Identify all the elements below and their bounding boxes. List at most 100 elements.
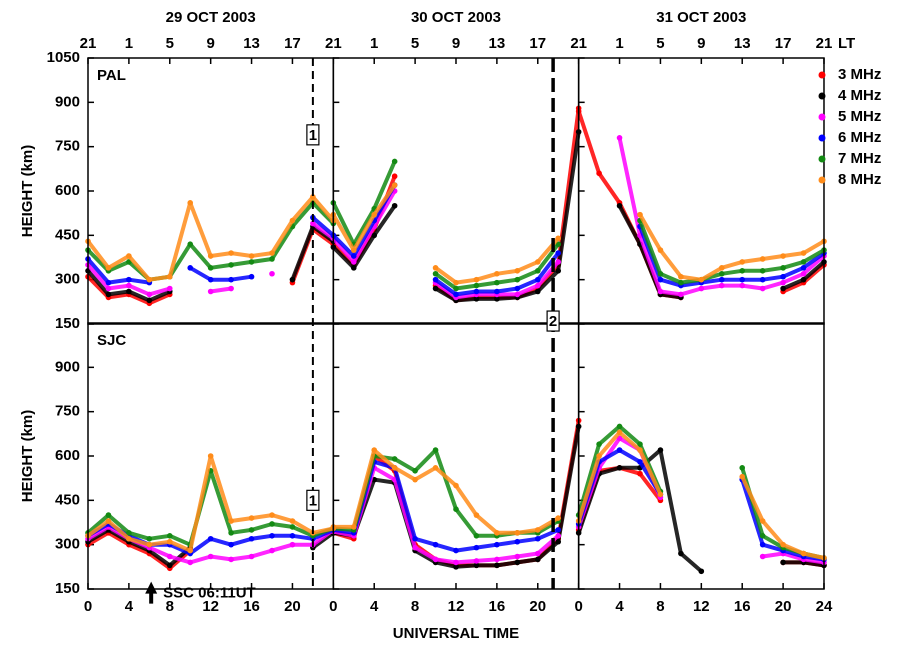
lt-tick-label: 21 [325,35,342,52]
lt-tick-label: 9 [452,35,460,52]
data-point [391,456,398,462]
data-point [657,288,664,295]
data-point [187,265,194,271]
data-point [289,276,296,283]
y-axis-label: HEIGHT (km) [19,410,36,503]
data-point [289,541,296,548]
data-point [534,288,541,295]
data-point [289,217,296,224]
data-point [228,518,234,524]
data-point [555,538,562,545]
data-point [534,259,541,265]
data-point [269,547,275,554]
data-point [780,285,786,292]
legend-label: 6 MHz [838,129,881,146]
data-point [698,285,705,292]
lt-tick-label: 13 [243,35,260,52]
data-point [657,276,664,283]
data-point [146,541,153,548]
annotation-label: 1 [309,492,317,509]
data-point [596,170,602,177]
data-point [391,182,398,188]
y-tick-label: 900 [55,93,80,110]
data-point [739,282,746,289]
data-point [146,535,153,542]
data-point [800,270,807,277]
data-point [555,533,562,539]
data-point [494,541,500,548]
x-tick-label: 4 [615,598,624,615]
date-label: 29 OCT 2003 [166,9,256,26]
data-point [473,276,480,283]
data-point [166,553,173,560]
series-trace [86,527,336,568]
x-tick-label: 16 [734,598,751,615]
data-point [473,533,480,539]
data-point [105,512,112,518]
data-point [637,211,643,218]
annotation-arrow [145,581,158,604]
series-trace [576,109,826,300]
data-point [800,259,807,265]
panel-frame [87,57,335,325]
data-point [187,200,194,206]
data-point [678,273,684,280]
data-point [800,550,807,557]
data-point [432,276,439,283]
data-point [759,256,766,262]
y-tick-label: 300 [55,536,80,553]
data-point [718,270,725,277]
data-point [739,473,746,480]
x-tick-label: 12 [693,598,710,615]
data-point [678,550,684,557]
data-point [289,518,296,524]
series-trace [638,224,826,288]
data-point [616,447,623,453]
data-point [310,194,316,200]
data-point [432,270,439,277]
y-tick-label: 150 [55,315,80,332]
data-point [453,279,459,286]
series-trace [576,436,826,565]
data-point [473,296,480,302]
lt-tick-label: 1 [370,35,378,52]
data-point [453,564,459,570]
data-point [616,202,623,209]
y-tick-label: 600 [55,447,80,464]
data-point [718,282,725,289]
lt-tick-label: 17 [775,35,792,52]
legend-label: 3 MHz [838,66,881,83]
y-tick-label: 750 [55,138,80,155]
data-point [248,273,255,280]
lt-tick-label: 5 [656,35,664,52]
data-point [514,291,521,298]
data-point [596,453,602,459]
x-tick-label: 8 [656,598,664,615]
data-point [289,524,296,530]
lt-tick-label: 1 [615,35,623,52]
data-point [718,265,725,271]
x-tick-label: 16 [243,598,260,615]
y-tick-label: 450 [55,226,80,243]
data-point [166,273,173,280]
series-trace [638,212,826,282]
data-point [494,288,500,295]
data-point [350,524,357,530]
lt-tick-label: 13 [734,35,751,52]
series-trace [86,215,336,285]
data-point [453,506,459,512]
data-point [228,285,234,292]
data-point [657,447,664,453]
data-point [657,270,664,277]
data-point [657,247,664,253]
series-trace [331,448,561,535]
data-point [432,285,439,292]
lt-tick-label: 9 [206,35,214,52]
data-point [391,158,398,165]
legend-label: 5 MHz [838,108,881,125]
date-label: 31 OCT 2003 [656,9,746,26]
station-label: PAL [97,67,126,84]
data-point [228,250,234,256]
data-point [780,541,786,548]
